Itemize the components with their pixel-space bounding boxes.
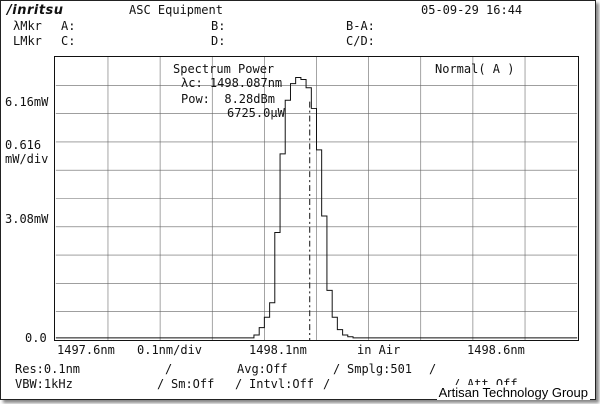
x-axis-medium: in Air (357, 343, 401, 357)
marker-b: B: (211, 19, 226, 33)
separator: / (157, 377, 165, 391)
level-marker-label: LMkr (13, 34, 42, 48)
y-axis-scale-value: 0.616 (5, 138, 42, 152)
lambda-marker-label: λMkr (13, 19, 42, 33)
interval-setting: Intvl:Off (249, 377, 315, 391)
separator: / (165, 362, 173, 376)
sampling-setting: Smplg:501 (347, 362, 413, 376)
marker-c-over-d: C/D: (346, 34, 375, 48)
smoothing-setting: Sm:Off (171, 377, 215, 391)
brand-logo: /inritsu (7, 3, 64, 18)
x-axis-start: 1497.6nm (57, 343, 115, 357)
analysis-title: Spectrum Power (173, 62, 275, 76)
separator: / (429, 362, 437, 376)
y-axis-mid-label: 3.08mW (5, 212, 49, 226)
y-axis-bottom-label: 0.0 (25, 331, 47, 345)
y-axis-scale-unit: mW/div (5, 152, 49, 166)
x-axis-stop: 1498.6nm (467, 343, 525, 357)
marker-a: A: (61, 19, 76, 33)
watermark-text: Artisan Technology Group (436, 385, 590, 400)
x-axis-center: 1498.1nm (249, 343, 307, 357)
resolution-setting: Res:0.1nm (15, 362, 81, 376)
marker-b-minus-a: B-A: (346, 19, 375, 33)
separator: / (235, 377, 243, 391)
display-mode: Normal( A ) (435, 62, 515, 76)
spectrum-trace (55, 76, 578, 339)
datetime: 05-09-29 16:44 (421, 3, 523, 17)
separator: / (323, 377, 331, 391)
marker-d: D: (211, 34, 226, 48)
vbw-setting: VBW:1kHz (15, 377, 73, 391)
power-uw-readout: 6725.0μW (227, 106, 285, 120)
marker-c: C: (61, 34, 76, 48)
plot-grid (55, 57, 578, 340)
separator: / (333, 362, 341, 376)
separator: / (453, 377, 461, 391)
y-axis-top-label: 6.16mW (5, 95, 49, 109)
center-wavelength-readout: λc: 1498.087nm (181, 76, 283, 90)
instrument-title: ASC Equipment (129, 3, 223, 17)
power-dbm-readout: Pow: 8.28dBm (181, 92, 275, 106)
spectrum-plot (54, 56, 579, 341)
average-setting: Avg:Off (237, 362, 288, 376)
x-axis-span: 0.1nm/div (137, 343, 203, 357)
